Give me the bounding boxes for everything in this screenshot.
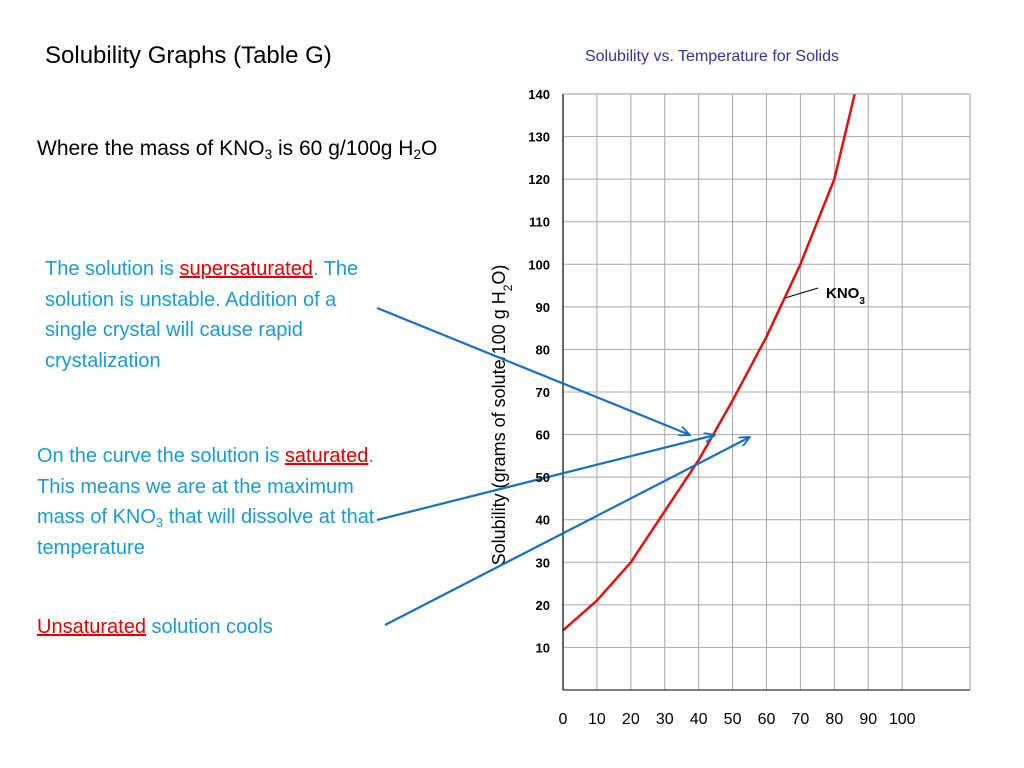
x-tick-label: 40 — [690, 711, 708, 728]
text: Where the mass of KNO — [37, 137, 265, 160]
x-tick-label: 0 — [559, 711, 568, 728]
text: is 60 g/100g H — [272, 137, 414, 160]
y-tick-label: 100 — [528, 257, 550, 272]
text: The solution is — [45, 258, 180, 280]
subscript: 2 — [413, 147, 422, 163]
x-tick-label: 20 — [622, 711, 640, 728]
x-tick-label: 80 — [825, 711, 843, 728]
y-tick-label: 60 — [536, 428, 550, 443]
chart-title: Solubility vs. Temperature for Solids — [585, 48, 839, 65]
arrow — [376, 435, 715, 522]
y-tick-label: 140 — [528, 87, 550, 102]
x-tick-label: 10 — [588, 711, 606, 728]
leader-line — [784, 287, 819, 299]
x-tick-label: 30 — [656, 711, 674, 728]
y-tick-label: 10 — [536, 640, 550, 655]
highlight: Unsaturated — [37, 616, 146, 638]
text: O — [421, 137, 438, 160]
y-tick-label: 40 — [536, 513, 550, 528]
y-tick-label: 20 — [536, 598, 550, 613]
series-label: KNO3 — [826, 285, 865, 307]
y-tick-label: 120 — [528, 172, 550, 187]
text: On the curve the solution is — [37, 445, 285, 467]
slide-title: Solubility Graphs (Table G) — [45, 42, 332, 69]
x-tick-label: 70 — [792, 711, 810, 728]
y-tick-label: 30 — [536, 555, 550, 570]
label-part: KNO — [826, 285, 860, 302]
y-tick-label: 90 — [536, 300, 550, 315]
arrow — [384, 437, 750, 626]
y-tick-label: 80 — [536, 342, 550, 357]
y-tick-label: 70 — [536, 385, 550, 400]
text: that will dissolve at that temperature — [37, 506, 375, 559]
x-tick-label: 90 — [859, 711, 877, 728]
x-tick-label: 50 — [724, 711, 742, 728]
y-tick-label: 110 — [529, 215, 550, 230]
condition: Where the mass of KNO3 is 60 g/100g H2O — [37, 137, 437, 161]
y-tick-label: 50 — [536, 470, 550, 485]
label-sub: 3 — [859, 296, 865, 307]
label-part: O) — [489, 265, 509, 285]
subscript: 3 — [155, 514, 164, 530]
label-sub: 2 — [501, 284, 515, 291]
arrow — [376, 306, 690, 435]
highlight: supersaturated — [179, 258, 313, 280]
x-tick-label: 100 — [889, 711, 916, 728]
note: Unsaturated solution cools — [37, 612, 273, 643]
series-line — [562, 93, 856, 632]
subscript: 3 — [264, 147, 273, 163]
y-axis-label: Solubility (grams of solute/100 g H2O) — [489, 265, 515, 566]
x-tick-label: 60 — [758, 711, 776, 728]
highlight: saturated — [284, 445, 369, 467]
note: On the curve the solution is saturated. … — [37, 441, 382, 563]
plot-area — [562, 93, 970, 690]
text: solution cools — [145, 616, 273, 638]
note: The solution is supersaturated. The solu… — [45, 254, 380, 376]
text: . The solution is unstable. Addition of … — [45, 258, 359, 372]
text: . This means we are at the maximum mass … — [37, 445, 374, 528]
y-tick-label: 130 — [528, 130, 550, 145]
label-part: Solubility (grams of solute/100 g H — [489, 291, 509, 565]
